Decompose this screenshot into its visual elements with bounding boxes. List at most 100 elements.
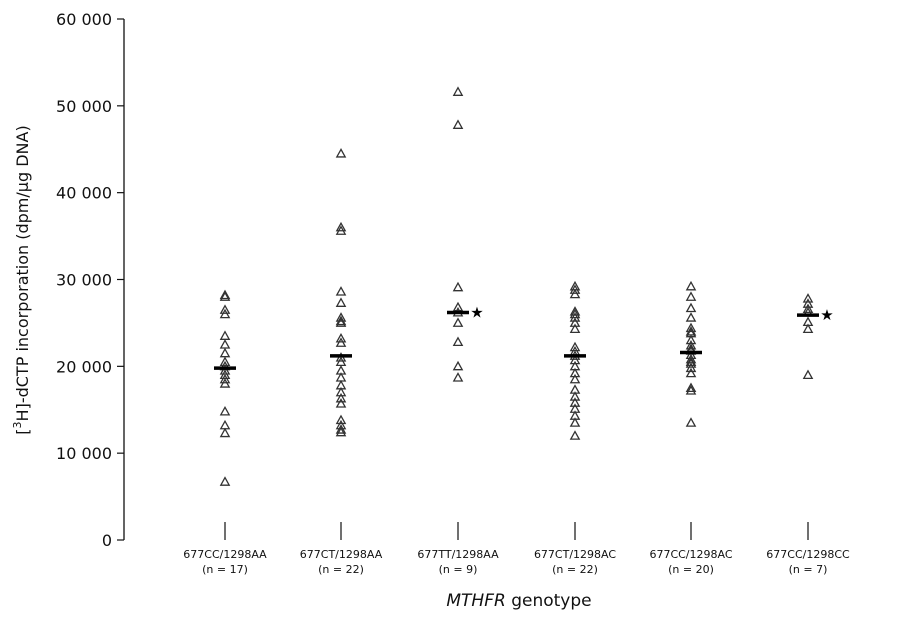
data-point-triangle (685, 326, 697, 336)
x-category-n-label: (n = 17) (202, 563, 248, 576)
data-point-triangle (685, 280, 697, 291)
y-axis-label-rest: H]-dCTP incorporation (dpm/µg DNA) (13, 125, 32, 421)
x-category-n-label: (n = 9) (439, 563, 478, 576)
data-point-triangle (335, 312, 347, 322)
data-point-triangle (219, 419, 231, 430)
data-point-triangle (219, 347, 231, 358)
data-point-triangle (219, 476, 231, 486)
y-ticks: 0 10 000 20 000 30 000 40 000 50 000 60 000 (56, 10, 124, 550)
data-point-triangle (569, 367, 581, 378)
data-point-triangle (452, 360, 464, 371)
data-point-triangle (335, 337, 347, 347)
x-category-label: 677CT/1298AA (300, 548, 383, 561)
y-axis-label: [3H]-dCTP incorporation (dpm/µg DNA) (11, 125, 32, 434)
x-category-n-label: (n = 22) (318, 563, 364, 576)
data-point-triangle (685, 302, 697, 313)
x-axis-label-italic: MTHFR (446, 591, 505, 611)
x-axis-label-rest: genotype (506, 591, 592, 611)
data-point-triangle (569, 373, 581, 384)
data-point-triangle (335, 315, 347, 326)
significance-star-icon: ★ (470, 303, 483, 321)
data-point-triangle (452, 281, 464, 292)
y-tick-label: 60 000 (56, 10, 112, 29)
plot-area: ★ ★ (214, 86, 834, 486)
y-tick-label: 20 000 (56, 357, 112, 376)
data-point-triangle (335, 398, 347, 408)
data-point-triangle (685, 291, 697, 301)
data-point-triangle (335, 148, 347, 158)
x-category-label: 677CC/1298CC (766, 548, 850, 561)
x-categories: 677CC/1298AA (n = 17) 677CT/1298AA (n = 22)… (183, 522, 850, 576)
data-point-triangle (569, 397, 581, 407)
data-point-triangle (685, 367, 697, 378)
data-point-triangle (569, 317, 581, 327)
data-point-triangle (569, 284, 581, 294)
data-point-triangle (219, 378, 231, 388)
data-point-triangle (685, 362, 697, 373)
data-point-triangle (685, 417, 697, 427)
data-point-triangle (219, 304, 231, 314)
data-point-triangle (452, 301, 464, 312)
data-point-triangle (335, 392, 347, 403)
data-point-triangle (335, 317, 347, 327)
y-axis-label-prefix: [ (13, 428, 32, 434)
data-point-triangle (452, 317, 464, 327)
data-point-triangle (569, 354, 581, 365)
y-tick-label: 40 000 (56, 184, 112, 203)
x-category-n-label: (n = 7) (789, 563, 828, 576)
data-point-triangle (219, 405, 231, 416)
data-point-triangle (685, 356, 697, 367)
data-point-triangle (219, 330, 231, 340)
data-point-triangle (802, 293, 814, 303)
data-point-triangle (219, 291, 231, 301)
y-tick-label: 30 000 (56, 271, 112, 290)
x-category-n-label: (n = 20) (668, 563, 714, 576)
y-tick-label: 50 000 (56, 97, 112, 116)
data-point-triangle (335, 424, 347, 434)
data-point-triangle (219, 308, 231, 319)
data-point-triangle (569, 391, 581, 401)
data-point-triangle (335, 414, 347, 425)
data-point-triangle (452, 119, 464, 129)
x-axis-label: MTHFR genotype (446, 591, 591, 611)
data-point-triangle (452, 336, 464, 347)
data-point-triangle (569, 288, 581, 299)
data-point-triangle (335, 225, 347, 235)
data-point-triangle (335, 297, 347, 307)
data-point-triangle (685, 385, 697, 395)
data-point-triangle (802, 369, 814, 380)
data-point-triangle (685, 322, 697, 333)
data-point-triangle (685, 382, 697, 393)
data-point-triangle (802, 323, 814, 334)
data-point-triangle (802, 303, 814, 314)
data-point-triangle (219, 339, 231, 349)
data-point-triangle (335, 426, 347, 437)
y-tick-label: 0 (102, 531, 112, 550)
data-point-triangle (335, 386, 347, 397)
data-point-triangle (569, 308, 581, 319)
x-category-label: 677CC/1298AA (183, 548, 267, 561)
data-point-triangle (685, 339, 697, 350)
data-point-triangle (685, 312, 697, 322)
data-point-triangle (219, 373, 231, 384)
data-point-triangle (569, 323, 581, 334)
data-point-triangle (219, 289, 231, 300)
data-point-triangle (685, 358, 697, 368)
data-point-triangle (569, 306, 581, 316)
significance-star-icon: ★ (820, 306, 833, 324)
data-point-triangle (335, 286, 347, 296)
y-axis-label-sup: 3 (11, 421, 24, 428)
x-category-label: 677CC/1298AC (649, 548, 732, 561)
x-category-label: 677TT/1298AA (417, 548, 499, 561)
x-category-label: 677CT/1298AC (534, 548, 616, 561)
x-category-n-label: (n = 22) (552, 563, 598, 576)
data-point-triangle (335, 221, 347, 232)
data-point-triangle (335, 333, 347, 343)
data-point-triangle (452, 372, 464, 382)
y-tick-label: 10 000 (56, 444, 112, 463)
data-point-triangle (452, 86, 464, 96)
data-point-triangle (569, 430, 581, 440)
data-point-triangle (219, 427, 231, 438)
